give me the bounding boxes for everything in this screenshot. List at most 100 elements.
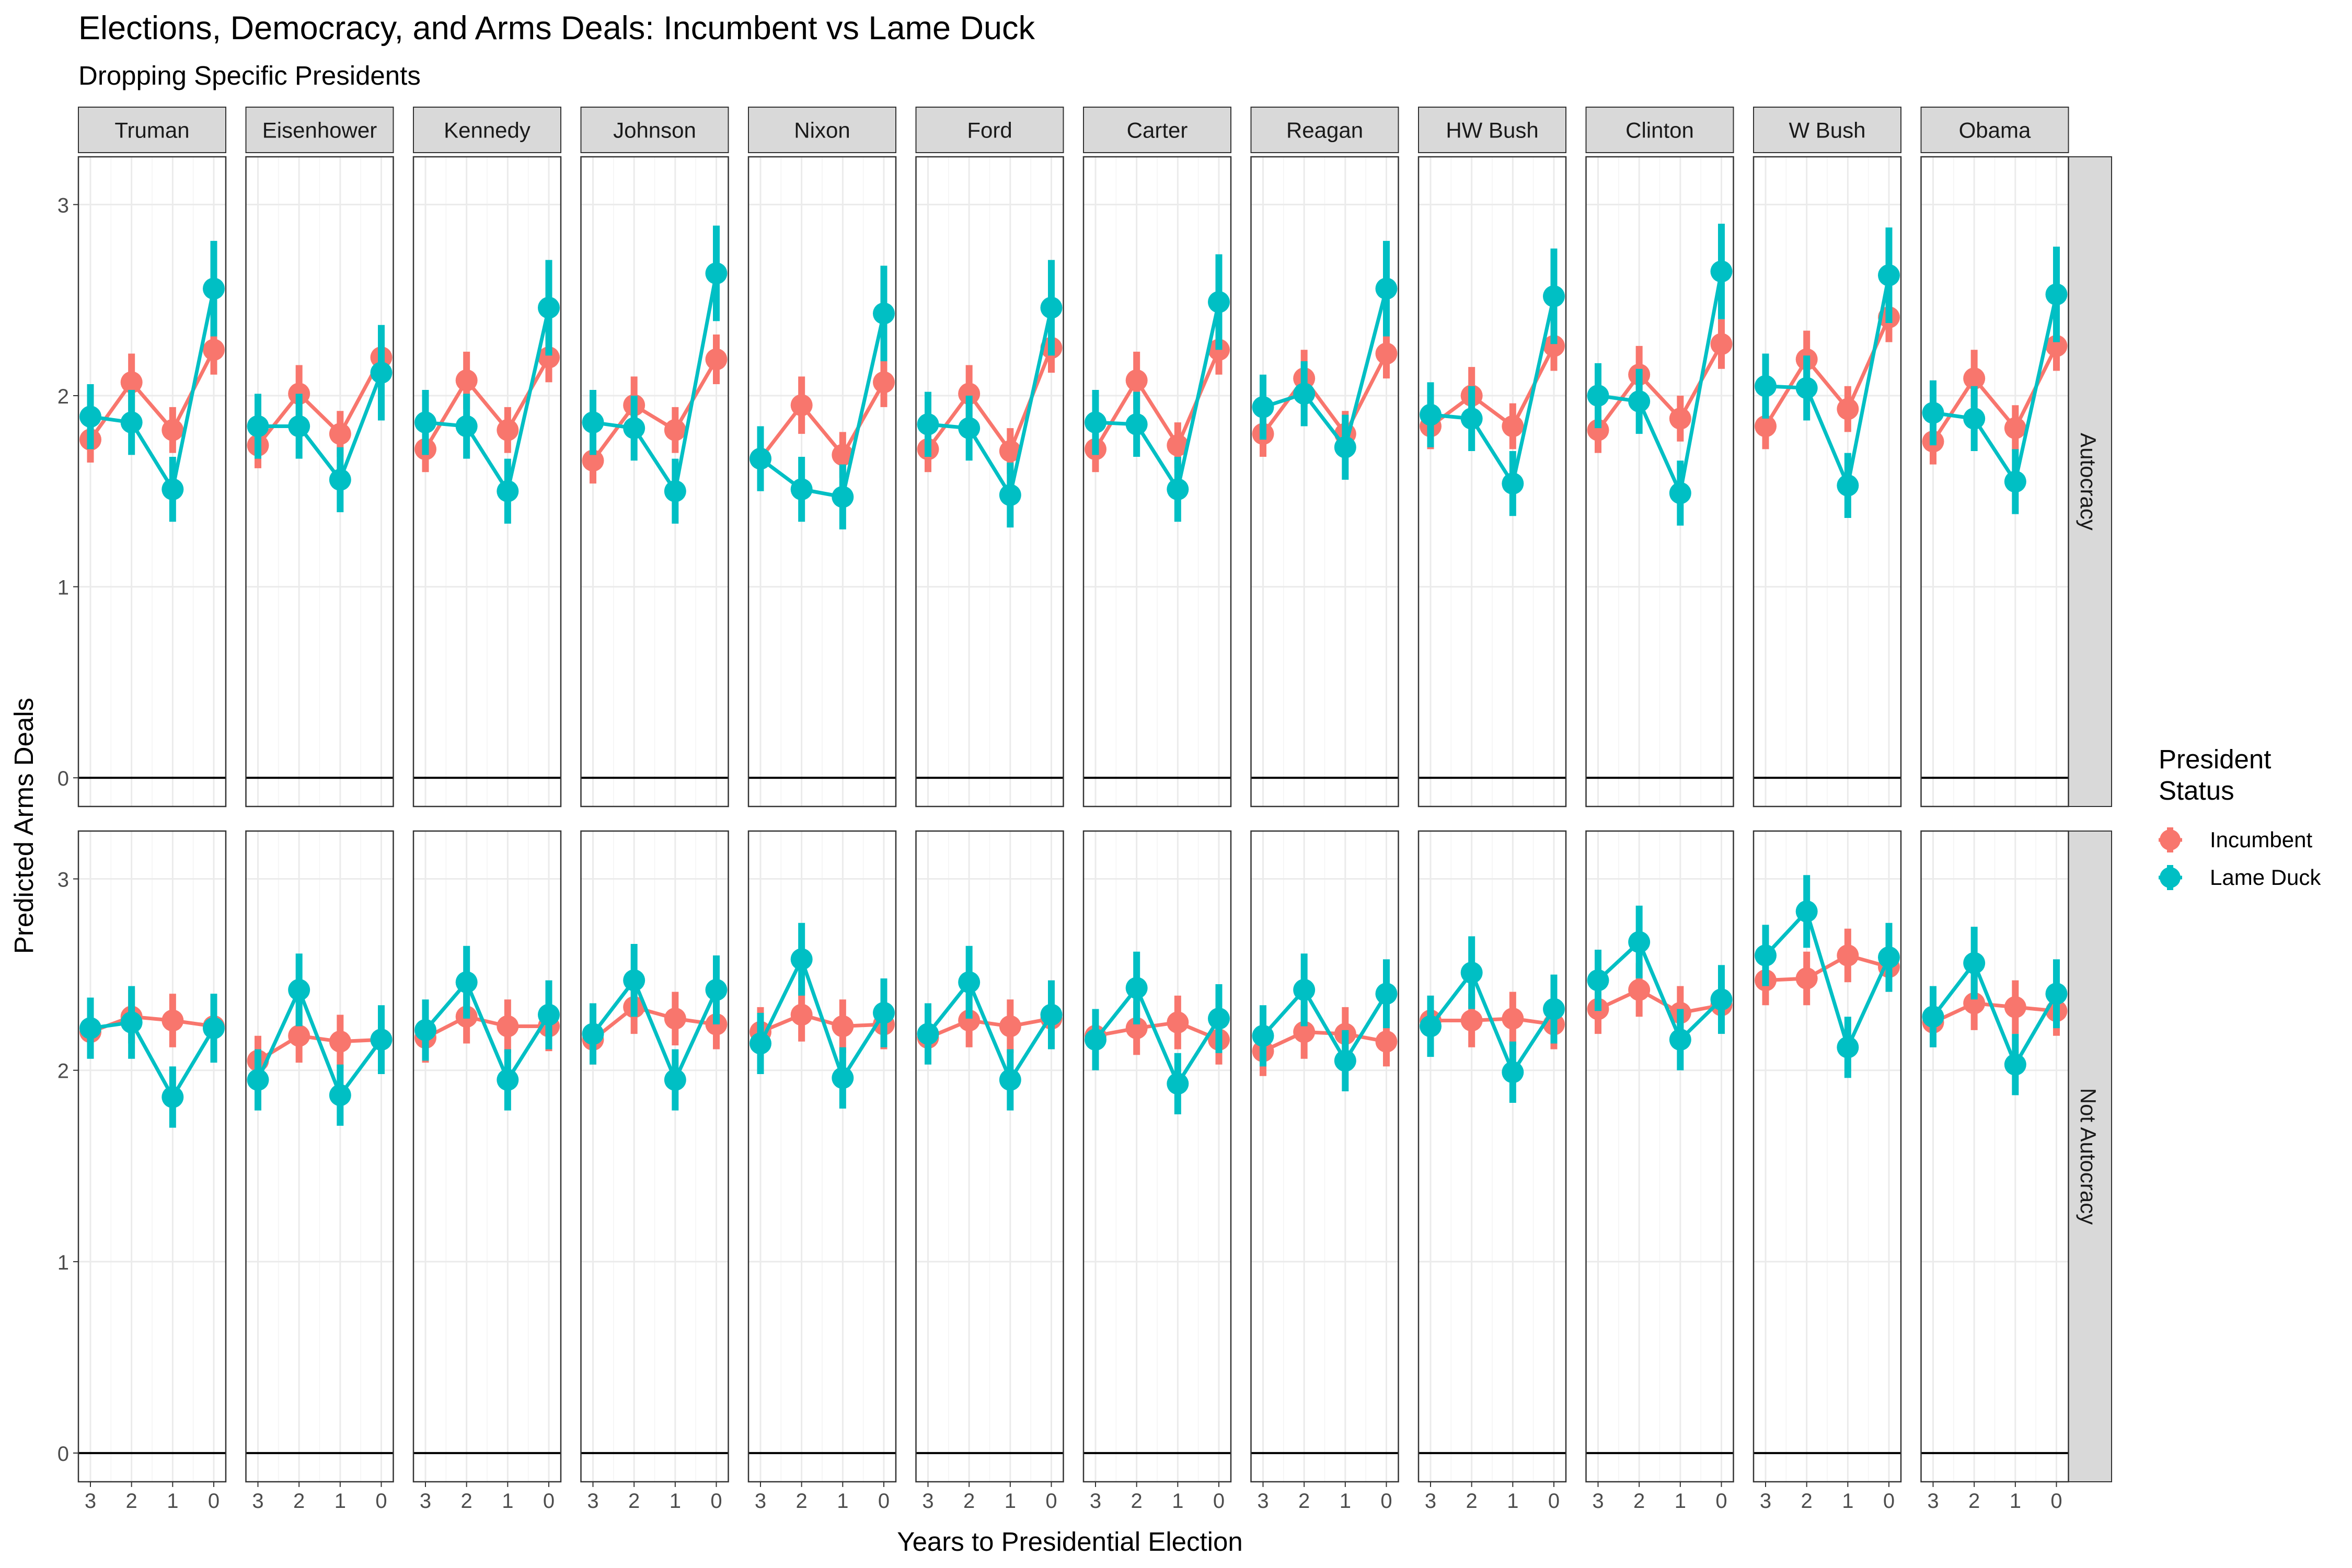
data-point-lame-duck: [917, 413, 939, 435]
data-point-incumbent: [1167, 434, 1189, 457]
x-tick-label: 3: [85, 1490, 96, 1513]
panel-not-autocracy-w-bush: [1753, 830, 1902, 1483]
y-tick-label: 3: [57, 194, 69, 217]
legend-key-point: [2160, 829, 2181, 850]
panel-not-autocracy-obama: [1920, 830, 2069, 1483]
x-tick-label: 3: [1927, 1490, 1939, 1513]
facet-strip-nixon: [748, 107, 896, 153]
series-line-incumbent: [1764, 316, 1891, 428]
series-lame-duck: [1085, 951, 1230, 1114]
data-point-lame-duck: [120, 1011, 143, 1034]
data-point-incumbent: [999, 1015, 1021, 1037]
facet-strip-w-bush: [1753, 107, 1901, 153]
series-lame-duck: [750, 266, 895, 529]
data-point-lame-duck: [247, 415, 269, 437]
series-line-incumbent: [1597, 988, 1722, 1015]
series-line-lame-duck: [1933, 294, 2058, 483]
data-point-incumbent: [2004, 996, 2026, 1018]
data-point-lame-duck: [497, 480, 519, 502]
data-point-incumbent: [1710, 333, 1733, 355]
x-tick-label: 2: [963, 1490, 975, 1513]
data-point-lame-duck: [750, 1032, 771, 1055]
x-tick-label: 2: [1466, 1490, 1478, 1513]
data-point-lame-duck: [162, 478, 184, 501]
panel-border: [580, 830, 729, 1483]
data-point-incumbent: [790, 1004, 813, 1026]
legend-label-incumbent: Incumbent: [2210, 827, 2312, 852]
data-point-lame-duck: [1922, 401, 1944, 424]
data-point-lame-duck: [623, 417, 645, 440]
series-line-lame-duck: [1261, 988, 1388, 1063]
facet-strip-carter: [1083, 107, 1231, 153]
data-point-lame-duck: [999, 1069, 1021, 1091]
series-lame-duck: [1755, 227, 1900, 518]
data-point-incumbent: [999, 440, 1021, 463]
data-point-lame-duck: [538, 1004, 560, 1026]
series-lame-duck: [1252, 240, 1398, 480]
facet-strip-reagan: [1250, 107, 1399, 153]
data-point-lame-duck: [247, 1069, 269, 1091]
chart-title: Elections, Democracy, and Arms Deals: In…: [78, 10, 1035, 47]
data-point-lame-duck: [750, 447, 771, 470]
data-point-lame-duck: [1669, 1029, 1691, 1051]
data-point-lame-duck: [1755, 944, 1777, 967]
panel-border: [1920, 830, 2069, 1483]
y-tick-label: 2: [57, 385, 69, 408]
data-point-incumbent: [288, 1024, 310, 1047]
x-tick-label: 2: [461, 1490, 472, 1513]
series-lame-duck: [1755, 875, 1900, 1078]
series-line-lame-duck: [758, 957, 885, 1080]
series-lame-duck: [1922, 927, 2068, 1096]
data-point-incumbent: [1375, 342, 1398, 365]
x-axis-label: Years to Presidential Election: [897, 1527, 1243, 1557]
x-tick-label: 1: [1507, 1490, 1518, 1513]
panel-border: [580, 156, 729, 808]
data-point-lame-duck: [1085, 1029, 1106, 1051]
x-tick-label: 3: [922, 1490, 933, 1513]
y-tick-label: 0: [57, 767, 69, 790]
x-tick-label: 3: [1090, 1490, 1101, 1513]
x-tick-label: 1: [837, 1490, 848, 1513]
data-point-incumbent: [832, 444, 854, 466]
series-line-lame-duck: [928, 307, 1053, 497]
data-point-incumbent: [497, 419, 519, 441]
panel-not-autocracy-reagan: [1250, 830, 1399, 1483]
panel-autocracy-obama: [1920, 156, 2069, 808]
series-line-lame-duck: [1429, 971, 1555, 1074]
series-line-incumbent: [424, 1014, 549, 1040]
x-tick-label: 0: [1715, 1490, 1727, 1513]
data-point-lame-duck: [1252, 1024, 1274, 1047]
data-point-incumbent: [1502, 1007, 1524, 1030]
data-point-incumbent: [1837, 398, 1859, 420]
x-tick-label: 0: [1380, 1490, 1392, 1513]
panel-border: [915, 830, 1064, 1483]
series-line-incumbent: [1261, 352, 1388, 436]
data-point-lame-duck: [203, 278, 225, 300]
data-point-lame-duck: [1628, 931, 1651, 953]
series-line-lame-duck: [1765, 274, 1891, 488]
x-tick-label: 1: [670, 1490, 681, 1513]
series-line-lame-duck: [1262, 288, 1388, 449]
data-point-lame-duck: [790, 478, 813, 501]
panel-not-autocracy-eisenhower: [245, 830, 394, 1483]
panel-border: [77, 830, 227, 1483]
series-lame-duck: [750, 923, 895, 1109]
panel-autocracy-truman: [77, 156, 227, 808]
facet-panels: Truman Eisenhower Kennedy Johnson Nixon Ford C…: [57, 107, 2112, 1513]
series-lame-duck: [79, 986, 225, 1128]
x-tick-label: 0: [878, 1490, 890, 1513]
data-point-lame-duck: [1085, 411, 1106, 434]
panel-border: [1082, 830, 1232, 1483]
data-point-incumbent: [1167, 1011, 1189, 1034]
x-tick-label: 0: [2050, 1490, 2062, 1513]
facet-strip-truman: [78, 107, 226, 153]
data-point-incumbent: [832, 1015, 854, 1037]
x-tick-label: 1: [1340, 1490, 1351, 1513]
data-point-incumbent: [958, 383, 981, 405]
x-tick-label: 0: [543, 1490, 555, 1513]
panel-border: [1753, 156, 1902, 808]
data-point-incumbent: [497, 1015, 519, 1037]
x-tick-label: 0: [710, 1490, 722, 1513]
panel-not-autocracy-johnson: [580, 830, 729, 1483]
x-tick-label: 0: [1045, 1490, 1057, 1513]
